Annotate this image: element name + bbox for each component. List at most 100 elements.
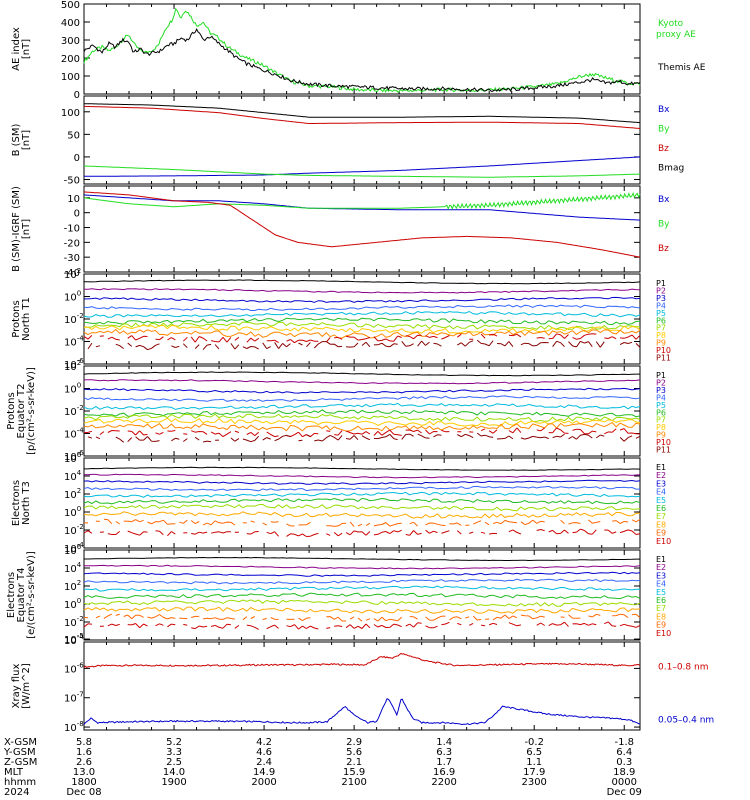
y-tick-label: 50 bbox=[67, 130, 80, 141]
legend-p6: P6 bbox=[656, 316, 666, 325]
orbit-value: 5.6 bbox=[346, 747, 362, 758]
series-line-p3 bbox=[83, 387, 641, 394]
series-line-p2 bbox=[83, 379, 641, 385]
y-tick-label: 0 bbox=[74, 209, 80, 220]
panel-xray-flux: 10-8 10-7 10-6 10-5 Xray flux[W/m^2] 0.1–0.8 … bbox=[11, 632, 714, 734]
series-line-e9 bbox=[83, 518, 641, 527]
legend-e1: E1 bbox=[656, 463, 666, 472]
y-tick-label: 10-6 bbox=[64, 661, 84, 675]
y-tick-label: -40 bbox=[64, 268, 80, 279]
panel-frame bbox=[83, 95, 641, 185]
orbit-value: 0.3 bbox=[616, 757, 632, 768]
series-line-p4 bbox=[83, 304, 641, 311]
legend-p6: P6 bbox=[656, 408, 666, 417]
legend-e9: E9 bbox=[656, 529, 666, 538]
y-tick-label: 10-5 bbox=[64, 632, 84, 646]
legend-p10: P10 bbox=[656, 438, 671, 447]
orbit-value: 14.9 bbox=[253, 767, 275, 778]
legend-e4: E4 bbox=[656, 488, 666, 497]
series-line-p9 bbox=[83, 421, 641, 432]
y-tick-label: 10-4 bbox=[64, 427, 84, 441]
legend-bz: Bz bbox=[658, 144, 669, 154]
orbit-value: 2.5 bbox=[166, 757, 182, 768]
series-line-p6 bbox=[83, 317, 641, 326]
orbit-value: 2.6 bbox=[76, 757, 92, 768]
legend-p2: P2 bbox=[656, 378, 666, 387]
legend-e8: E8 bbox=[656, 612, 666, 621]
legend-bx: Bx bbox=[658, 105, 670, 115]
series-line-e5 bbox=[83, 491, 641, 498]
y-tick-label: 102 bbox=[64, 579, 81, 593]
legend-p4: P4 bbox=[656, 393, 666, 402]
legend-e10: E10 bbox=[656, 537, 671, 546]
orbit-value: 1.4 bbox=[436, 737, 452, 748]
y-axis-label: B (SM)[nT] bbox=[11, 123, 32, 156]
legend-p7: P7 bbox=[656, 416, 666, 425]
legend-e1: E1 bbox=[656, 555, 666, 564]
series-line-e10 bbox=[83, 621, 641, 630]
orbit-value: Dec 08 bbox=[66, 787, 101, 798]
orbit-value: 1800 bbox=[71, 777, 96, 788]
legend-bx: Bx bbox=[658, 195, 670, 205]
panel-frame bbox=[83, 3, 641, 95]
series-line-e8 bbox=[83, 511, 641, 519]
orbit-value: 1.1 bbox=[526, 757, 542, 768]
series-line-themis-ae bbox=[83, 28, 641, 93]
y-tick-label: 10-2 bbox=[64, 615, 84, 629]
legend-p10: P10 bbox=[656, 346, 671, 355]
series-line-p11 bbox=[87, 432, 641, 443]
orbit-value: 4.2 bbox=[256, 737, 272, 748]
series-line-0-1-0-8-nm bbox=[83, 652, 641, 669]
orbit-value: 2000 bbox=[251, 777, 276, 788]
y-axis-label: ProtonsEquator T2[p/(cm²-s-sr-keV)] bbox=[6, 367, 37, 455]
y-tick-label: 10-8 bbox=[64, 720, 84, 734]
series-line-p8 bbox=[83, 417, 641, 427]
y-tick-label: 104 bbox=[64, 561, 82, 575]
y-tick-label: 102 bbox=[64, 487, 81, 501]
orbit-value: 2.1 bbox=[346, 757, 362, 768]
orbit-value: 5.8 bbox=[76, 737, 92, 748]
orbit-table: X-GSM 5.8 5.2 4.2 2.9 1.4 -0.2 -1.8 Y-GSM 1.6 3.3 4… bbox=[3, 737, 642, 798]
y-tick-label: 0 bbox=[74, 90, 80, 101]
orbit-value: 15.9 bbox=[343, 767, 365, 778]
legend-e10: E10 bbox=[656, 629, 671, 638]
legend-bz: Bz bbox=[658, 244, 669, 254]
panel-frame bbox=[83, 641, 641, 731]
series-line-bmag bbox=[84, 103, 641, 124]
legend-p2: P2 bbox=[656, 286, 666, 295]
series-line-bx bbox=[83, 194, 641, 221]
legend-e6: E6 bbox=[656, 596, 666, 605]
orbit-value: Dec 09 bbox=[607, 787, 642, 798]
series-line-p2 bbox=[83, 288, 641, 294]
series-line-p7 bbox=[83, 321, 640, 330]
y-axis-label: ElectronsNorth T3 bbox=[11, 480, 32, 526]
legend-p3: P3 bbox=[656, 386, 666, 395]
series-line-p7 bbox=[83, 413, 641, 423]
orbit-value: 2.9 bbox=[346, 737, 362, 748]
series-line-p9 bbox=[83, 328, 641, 339]
orbit-value: 0000 bbox=[612, 777, 637, 788]
legend-p4: P4 bbox=[656, 301, 666, 310]
legend-themis-ae: Themis AE bbox=[657, 63, 706, 73]
legend-by: By bbox=[658, 125, 670, 135]
y-tick-label: 10-7 bbox=[64, 691, 84, 705]
legend-p5: P5 bbox=[656, 401, 666, 410]
y-tick-label: 300 bbox=[61, 36, 80, 47]
series-line-e2 bbox=[83, 473, 641, 479]
orbit-value: 6.5 bbox=[526, 747, 542, 758]
legend-p5: P5 bbox=[656, 309, 666, 318]
y-tick-label: -20 bbox=[64, 238, 80, 249]
y-axis-label: Xray flux[W/m^2] bbox=[11, 663, 32, 709]
series-line-e7 bbox=[83, 599, 641, 607]
orbit-value: 13.0 bbox=[73, 767, 95, 778]
series-line-e3 bbox=[83, 571, 641, 577]
orbit-value: 17.9 bbox=[523, 767, 545, 778]
legend-p1: P1 bbox=[656, 371, 666, 380]
legend-kyoto-proxy-ae: proxy AE bbox=[656, 30, 696, 40]
legend-e6: E6 bbox=[656, 504, 666, 513]
orbit-value: 6.3 bbox=[436, 747, 452, 758]
orbit-row-label: X-GSM bbox=[4, 737, 37, 748]
